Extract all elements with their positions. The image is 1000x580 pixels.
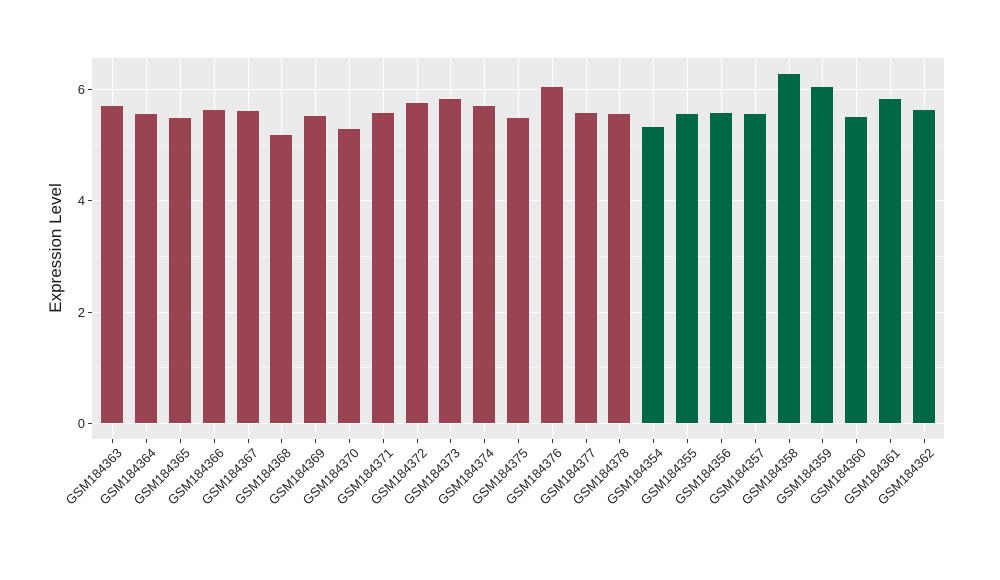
x-tick-mark-GSM184378 [619, 439, 621, 443]
x-tick-mark-GSM184361 [889, 439, 891, 443]
x-tick-mark-GSM184358 [788, 439, 790, 443]
bar-GSM184362 [912, 110, 935, 423]
x-tick-mark-GSM184373 [450, 439, 452, 443]
y-tick-label-4: 4 [77, 193, 85, 209]
x-tick-mark-GSM184362 [923, 439, 925, 443]
x-tick-mark-GSM184376 [551, 439, 553, 443]
bar-GSM184378 [608, 113, 631, 423]
bar-GSM184359 [811, 86, 834, 423]
x-tick-mark-GSM184354 [653, 439, 655, 443]
y-tick-label-6: 6 [77, 82, 85, 98]
y-tick-mark-2 [88, 311, 92, 313]
x-tick-mark-GSM184372 [416, 439, 418, 443]
x-tick-mark-GSM184360 [856, 439, 858, 443]
bar-GSM184370 [338, 128, 360, 423]
x-tick-mark-GSM184359 [822, 439, 824, 443]
bar-GSM184369 [304, 116, 327, 423]
x-tick-mark-GSM184356 [720, 439, 722, 443]
x-tick-mark-GSM184357 [754, 439, 756, 443]
y-tick-mark-0 [88, 423, 92, 424]
x-tick-mark-GSM184355 [687, 439, 688, 443]
x-tick-mark-GSM184363 [112, 439, 114, 443]
bar-GSM184358 [777, 74, 800, 423]
x-tick-mark-GSM184370 [349, 439, 350, 443]
bar-GSM184361 [878, 99, 901, 423]
x-tick-mark-GSM184377 [585, 439, 587, 443]
bar-GSM184377 [574, 112, 597, 423]
x-tick-mark-GSM184365 [179, 439, 181, 443]
bar-GSM184364 [135, 113, 158, 423]
bar-GSM184355 [676, 113, 698, 423]
x-tick-mark-GSM184368 [281, 439, 283, 443]
bar-GSM184372 [405, 103, 428, 423]
x-tick-mark-GSM184375 [518, 439, 519, 443]
bar-GSM184357 [743, 113, 766, 423]
y-tick-label-2: 2 [77, 304, 85, 320]
bar-GSM184368 [270, 134, 293, 423]
bar-GSM184374 [473, 105, 496, 423]
bar-GSM184367 [236, 111, 259, 423]
y-tick-mark-6 [88, 89, 92, 91]
x-tick-mark-GSM184374 [484, 439, 486, 443]
y-tick-mark-4 [88, 200, 92, 202]
x-tick-mark-GSM184371 [382, 439, 384, 443]
y-tick-label-0: 0 [77, 416, 85, 431]
bar-GSM184354 [642, 127, 665, 423]
bar-GSM184373 [439, 98, 462, 423]
bar-GSM184363 [101, 105, 124, 423]
x-tick-mark-GSM184364 [146, 439, 148, 443]
x-tick-mark-GSM184367 [247, 439, 249, 443]
x-tick-mark-GSM184369 [315, 439, 317, 443]
bar-GSM184356 [709, 112, 732, 423]
bar-GSM184366 [202, 110, 225, 423]
bar-GSM184375 [507, 117, 529, 423]
bar-GSM184365 [168, 118, 191, 423]
x-tick-mark-GSM184366 [213, 439, 215, 443]
bar-GSM184360 [845, 117, 868, 423]
chart-panel [92, 58, 944, 439]
bar-GSM184371 [371, 113, 394, 423]
bar-GSM184376 [540, 86, 563, 423]
